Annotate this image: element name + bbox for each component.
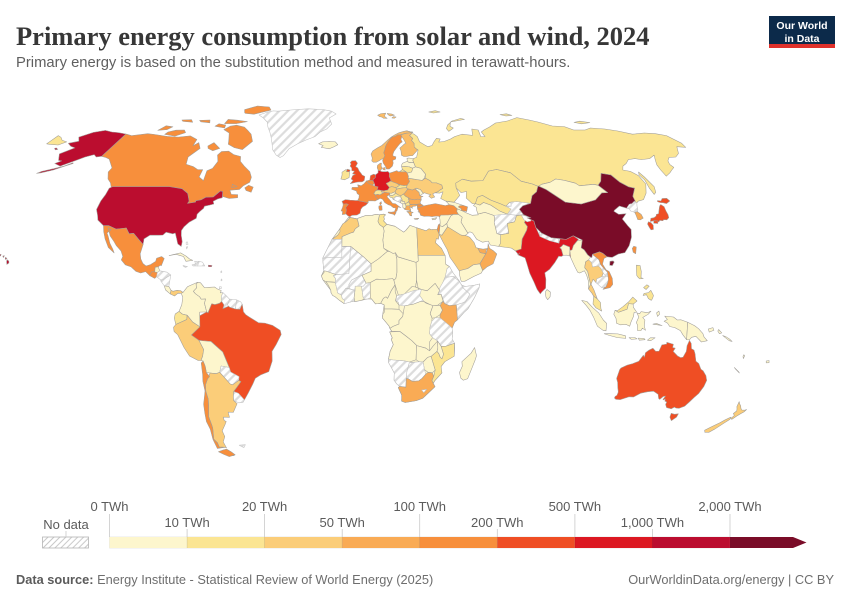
svg-text:2,000 TWh: 2,000 TWh: [698, 499, 761, 514]
svg-text:500 TWh: 500 TWh: [549, 499, 602, 514]
svg-text:50 TWh: 50 TWh: [320, 515, 365, 530]
svg-text:No data: No data: [43, 517, 89, 532]
svg-text:0 TWh: 0 TWh: [90, 499, 128, 514]
svg-text:100 TWh: 100 TWh: [393, 499, 446, 514]
svg-text:1,000 TWh: 1,000 TWh: [621, 515, 684, 530]
svg-text:200 TWh: 200 TWh: [471, 515, 524, 530]
svg-text:10 TWh: 10 TWh: [164, 515, 209, 530]
svg-text:20 TWh: 20 TWh: [242, 499, 287, 514]
